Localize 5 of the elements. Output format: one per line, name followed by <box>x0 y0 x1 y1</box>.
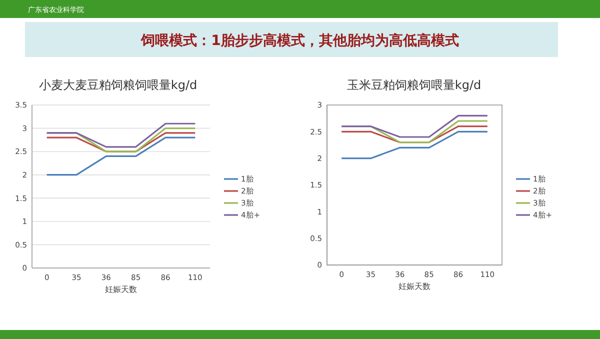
x-axis-title: 妊娠天数 <box>398 282 430 291</box>
text: 饲喂模式：1胎步步高模式，其他胎均为高低高模式 <box>140 32 459 49</box>
chart-title: 玉米豆粕饲粮饲喂量kg/d <box>346 78 482 92</box>
x-axis-title: 妊娠天数 <box>105 285 137 294</box>
chart-title: 小麦大麦豆粕饲粮饲喂量kg/d <box>38 78 198 92</box>
